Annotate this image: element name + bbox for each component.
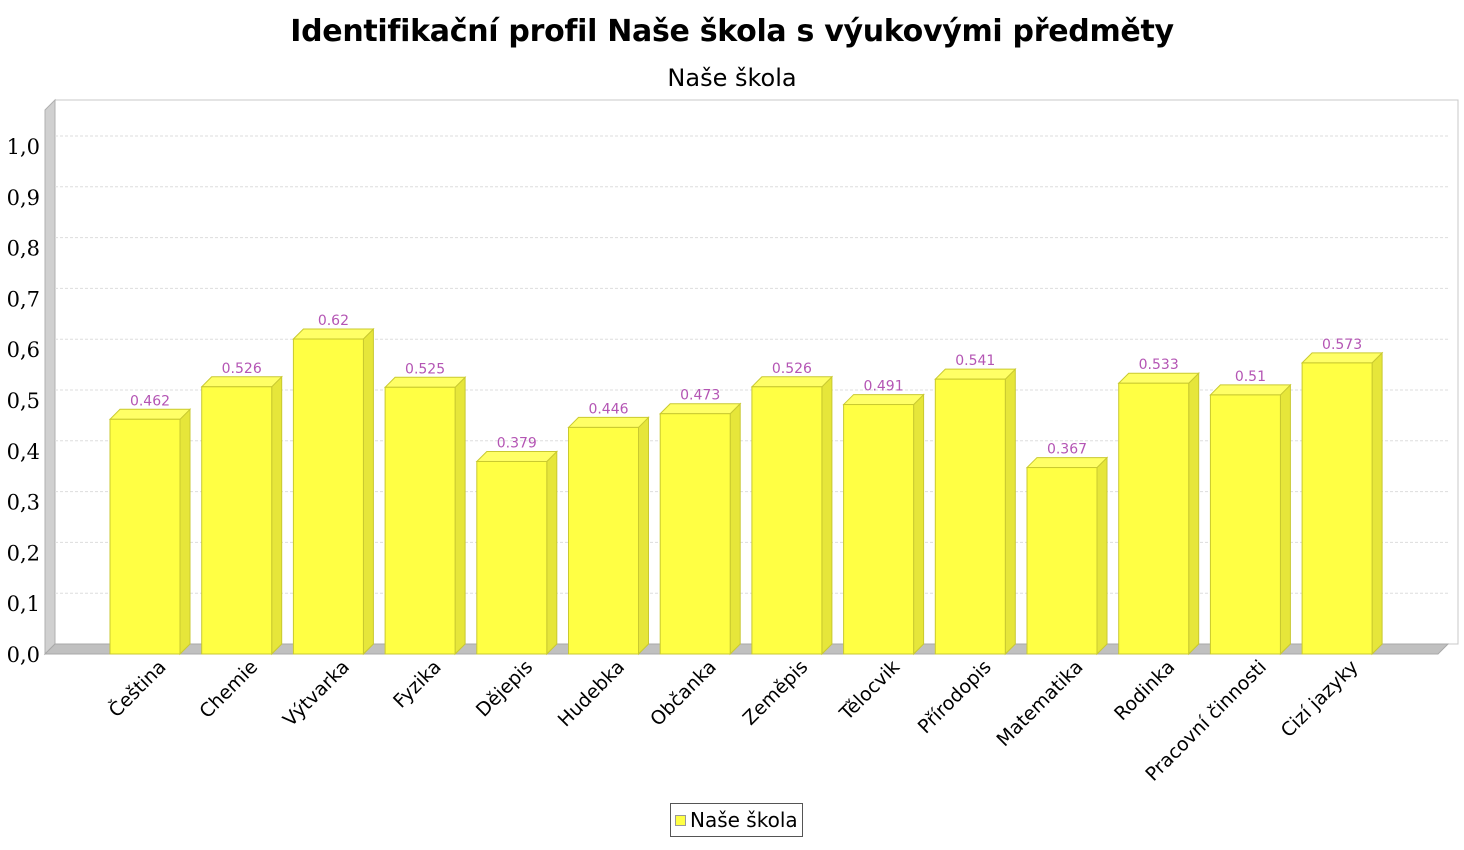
legend-swatch (675, 814, 686, 826)
bar-side (1004, 367, 1016, 656)
bar (843, 404, 915, 655)
x-tick-label: Občanka (646, 656, 721, 731)
x-tick-label: Přírodopis (914, 656, 996, 738)
bar-top (842, 394, 925, 406)
bar-top (1209, 384, 1292, 396)
y-tick-label: 0,0 (7, 643, 40, 667)
x-tick-label: Fyzika (389, 656, 446, 713)
bar-side (1188, 372, 1200, 656)
y-tick-label: 0,8 (7, 237, 40, 261)
data-label: 0.526 (222, 361, 262, 377)
data-label: 0.462 (130, 393, 170, 409)
x-tick-label: Rodinka (1110, 656, 1179, 725)
data-label: 0.51 (1235, 369, 1266, 385)
bar (751, 386, 823, 655)
bar (384, 386, 456, 655)
bar (934, 378, 1006, 655)
bar-side (362, 327, 374, 656)
bar (568, 426, 639, 655)
bar (1301, 362, 1373, 655)
bar (1118, 382, 1190, 655)
bar-side (546, 450, 558, 656)
bar-chart: 0,0 0,1 0,2 0,3 0,4 0,5 0,6 0,7 0,8 0,9 1,0 0.462 Če… (7, 98, 1459, 786)
bar (476, 460, 548, 655)
bar-side (729, 402, 741, 656)
bar-side (454, 376, 466, 656)
left-wall (44, 98, 56, 656)
y-tick-label: 0,5 (7, 389, 40, 413)
data-label: 0.379 (497, 435, 537, 451)
x-tick-label: Čeština (103, 655, 170, 722)
data-label: 0.491 (864, 379, 904, 395)
bar-side (913, 393, 925, 656)
bar-side (638, 416, 649, 656)
bar-top (1300, 352, 1384, 364)
data-label: 0.573 (1322, 337, 1362, 353)
bar (292, 338, 364, 655)
bar-top (750, 376, 834, 388)
bar-top (934, 368, 1017, 380)
bar-top (108, 408, 192, 420)
legend: Naše škola (670, 803, 803, 837)
bar-top (475, 450, 559, 462)
data-label: 0.473 (680, 388, 720, 404)
bar (1209, 394, 1281, 655)
y-tick-label: 1,0 (7, 135, 40, 159)
data-label: 0.62 (318, 313, 349, 329)
y-tick-label: 0,2 (7, 541, 40, 565)
x-tick-label: Matematika (993, 656, 1088, 751)
bar-side (1279, 383, 1291, 656)
bar-top (200, 376, 283, 388)
bar (659, 413, 731, 655)
x-tick-label: Tělocvik (835, 656, 904, 725)
bar-top (383, 376, 467, 388)
bar-side (1371, 351, 1383, 656)
x-tick-label: Chemie (195, 656, 262, 723)
y-tick-label: 0,4 (7, 440, 40, 464)
bar-side (271, 375, 283, 656)
bar-top (567, 416, 650, 428)
bar (109, 418, 181, 655)
x-tick-label: Výtvarka (279, 656, 354, 731)
data-label: 0.367 (1047, 442, 1087, 458)
x-tick-label: Cizí jazyky (1277, 656, 1363, 742)
data-label: 0.525 (405, 361, 445, 377)
bar-side (179, 408, 191, 656)
legend-label: Naše škola (690, 808, 798, 832)
y-tick-label: 0,1 (7, 592, 40, 616)
bar (1026, 467, 1098, 655)
data-label: 0.526 (772, 361, 812, 377)
chart-title: Identifikační profil Naše škola s výukov… (290, 14, 1174, 49)
bar-top (1117, 372, 1200, 384)
bar-side (1096, 456, 1108, 656)
bar-top (292, 328, 375, 340)
bar-top (658, 403, 742, 415)
x-tick-label: Dějepis (472, 656, 537, 721)
bar (201, 386, 273, 655)
bar-side (821, 375, 833, 656)
y-tick-label: 0,7 (7, 287, 40, 311)
bar-top (1025, 457, 1109, 469)
x-tick-label: Zeměpis (739, 656, 813, 730)
y-tick-label: 0,6 (7, 338, 40, 362)
x-tick-label: Hudebka (554, 656, 629, 731)
data-label: 0.446 (588, 401, 628, 417)
chart-subtitle: Naše škola (667, 64, 797, 92)
data-label: 0.533 (1139, 357, 1179, 373)
data-label: 0.541 (955, 353, 995, 369)
y-tick-label: 0,3 (7, 491, 40, 515)
y-tick-label: 0,9 (7, 186, 40, 210)
